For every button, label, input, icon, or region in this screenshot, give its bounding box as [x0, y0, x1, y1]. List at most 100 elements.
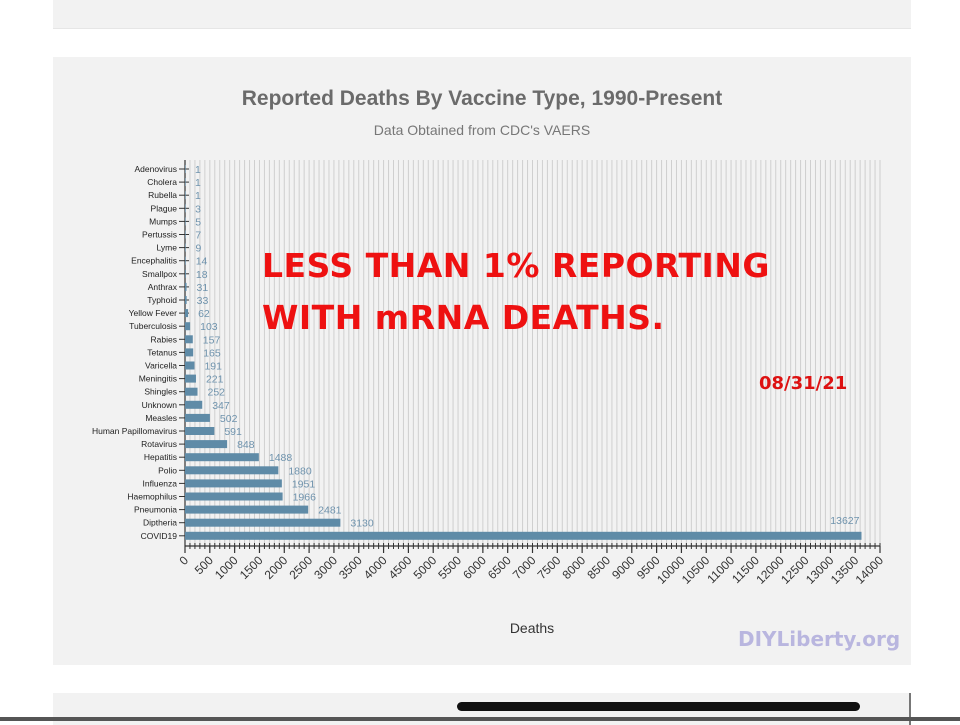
x-tick-label: 4500	[386, 553, 415, 582]
bar	[185, 387, 198, 396]
value-label: 1	[195, 177, 201, 189]
category-label: Influenza	[143, 478, 178, 488]
value-label: 1	[195, 164, 201, 176]
value-label: 252	[208, 387, 226, 399]
category-label: Cholera	[147, 177, 177, 187]
bar	[185, 492, 283, 501]
category-label: Pertussis	[142, 230, 177, 240]
value-label: 502	[220, 413, 238, 425]
x-tick-label: 8000	[559, 553, 588, 582]
bar	[185, 282, 187, 291]
x-tick-label: 4000	[361, 553, 390, 582]
bar	[185, 322, 191, 331]
category-label: Rotavirus	[141, 439, 177, 449]
value-label: 221	[206, 374, 224, 386]
x-tick-label: 2000	[262, 553, 291, 582]
bar	[185, 243, 186, 252]
x-tick-label: 10500	[679, 553, 713, 587]
x-tick-label: 3000	[311, 553, 340, 582]
category-label: Shingles	[144, 387, 177, 397]
bar	[185, 230, 186, 239]
bar	[185, 335, 193, 344]
previous-post-card	[53, 0, 911, 29]
x-tick-label: 2500	[286, 553, 315, 582]
x-tick-label: 6000	[460, 553, 489, 582]
category-label: Hepatitis	[144, 452, 177, 462]
overlay-text-line-1: LESS THAN 1% REPORTING	[262, 246, 771, 285]
value-label: 62	[198, 308, 210, 320]
value-label: 14	[196, 256, 208, 268]
category-label: Adenovirus	[134, 164, 177, 174]
value-label: 3130	[350, 518, 374, 530]
x-tick-label: 14000	[853, 553, 887, 587]
value-label: 165	[203, 347, 221, 359]
bar	[185, 361, 195, 370]
value-label: 848	[237, 439, 255, 451]
category-label: Pneumonia	[134, 505, 177, 515]
category-label: Encephalitis	[131, 256, 177, 266]
bar	[185, 296, 187, 304]
value-label: 157	[203, 334, 221, 346]
x-tick-label: 1500	[237, 553, 266, 582]
overlay-date: 08/31/21	[759, 373, 848, 394]
bar	[185, 269, 186, 278]
x-tick-label: 0	[176, 553, 191, 568]
category-label: COVID19	[141, 531, 178, 541]
chart-card	[53, 57, 911, 665]
value-label: 103	[200, 321, 218, 333]
bar	[185, 466, 279, 475]
category-label: Rubella	[148, 190, 177, 200]
bar	[185, 400, 203, 409]
x-tick-label: 7000	[510, 553, 539, 582]
value-label: 1880	[288, 465, 312, 477]
x-tick-label: 5500	[435, 553, 464, 582]
category-label: Anthrax	[148, 282, 178, 292]
bar	[185, 427, 215, 435]
category-label: Rabies	[151, 334, 177, 344]
bar	[185, 479, 282, 488]
category-label: Varicella	[145, 361, 177, 371]
x-tick-label: 5000	[411, 553, 440, 582]
chart-title: Reported Deaths By Vaccine Type, 1990-Pr…	[241, 87, 723, 110]
category-label: Haemophilus	[127, 492, 177, 502]
value-label: 13627	[830, 515, 859, 527]
value-label: 18	[196, 269, 208, 281]
bar	[185, 531, 862, 540]
chart-subtitle: Data Obtained from CDC's VAERS	[373, 122, 591, 138]
bar	[185, 505, 309, 514]
value-label: 191	[204, 361, 222, 373]
value-label: 591	[224, 426, 242, 438]
bar	[185, 374, 196, 383]
bar	[185, 518, 341, 527]
value-label: 3	[195, 203, 201, 215]
home-indicator[interactable]	[457, 702, 860, 711]
bar	[185, 217, 186, 226]
category-label: Human Papillomavirus	[92, 426, 177, 436]
value-label: 9	[195, 243, 201, 255]
x-axis-label: Deaths	[510, 620, 554, 636]
category-label: Mumps	[149, 216, 177, 226]
category-label: Smallpox	[142, 269, 178, 279]
category-label: Yellow Fever	[129, 308, 178, 318]
value-label: 1966	[293, 492, 317, 504]
x-tick-label: 6500	[485, 553, 514, 582]
bar	[185, 413, 210, 422]
bar	[185, 165, 186, 173]
category-label: Measles	[145, 413, 177, 423]
value-label: 1951	[292, 478, 316, 490]
bar	[185, 256, 186, 265]
bar	[185, 178, 186, 187]
x-tick-label: 7500	[535, 553, 564, 582]
value-label: 347	[212, 400, 230, 412]
value-label: 5	[195, 216, 201, 228]
overlay-text-line-2: WITH mRNA DEATHS.	[262, 298, 665, 337]
x-tick-label: 8500	[584, 553, 613, 582]
bottom-divider	[0, 717, 960, 721]
watermark-brand: DIYLiberty.org	[738, 627, 901, 651]
bar	[185, 309, 189, 318]
category-label: Tuberculosis	[129, 321, 177, 331]
category-label: Tetanus	[147, 347, 177, 357]
category-label: Meningitis	[139, 374, 177, 384]
value-label: 31	[197, 282, 209, 294]
